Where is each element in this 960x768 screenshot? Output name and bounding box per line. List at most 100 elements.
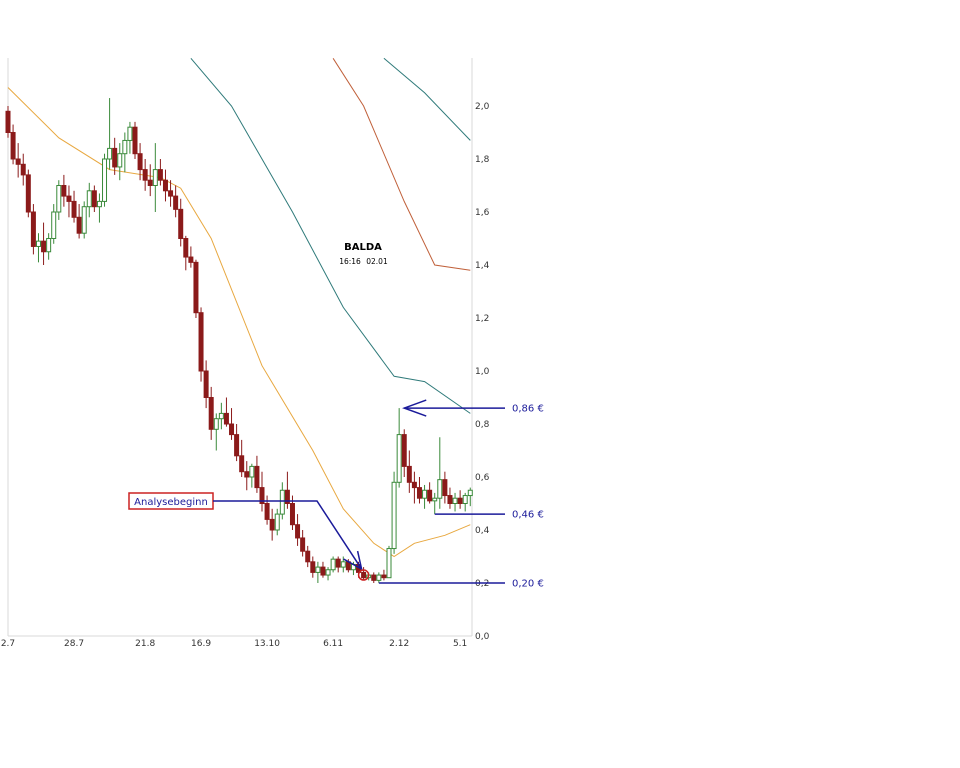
candle-up [122,139,128,155]
y-tick-label: 0,8 [475,420,490,430]
candle-down [76,216,82,234]
candle-down [157,169,163,181]
candle-down [132,126,138,155]
candle-up [396,434,402,483]
candle-up [452,497,458,505]
candle-up [437,479,443,499]
ma-slow-line [332,58,471,271]
y-tick-label: 0,6 [475,473,490,483]
candle-down [142,169,148,181]
candle-up [467,489,473,497]
candle-up [152,169,158,187]
chart-subtitle-time: 16:16 [339,257,361,266]
candle-down [41,240,47,253]
x-tick-label: 16.9 [191,639,211,649]
candle-down [198,312,204,372]
candle-up [391,481,397,550]
candle-down [447,495,453,504]
y-tick-label: 1,6 [475,208,490,218]
candle-down [320,566,326,576]
candle-down [401,434,407,467]
candle-down [289,503,295,526]
candle-down [310,561,316,573]
candle-down [208,397,214,430]
candle-down [381,574,387,579]
candle-down [15,158,21,165]
candle-down [30,211,36,247]
candle-down [223,412,229,425]
candle-down [178,208,184,240]
candle-up [422,489,428,499]
candle-down [137,153,143,171]
y-tick-label: 0,4 [475,526,490,536]
candle-up [51,211,57,239]
y-tick-label: 1,4 [475,261,490,271]
candles [5,98,473,583]
y-tick-label: 2,0 [475,102,490,112]
candle-up [96,200,102,208]
candle-down [71,200,77,218]
candle-up [340,561,346,568]
candle-down [173,195,179,210]
price-levels: 0,86 € 0,46 € 0,20 € [378,399,544,590]
candle-down [244,471,250,478]
x-tick-label: 2.7 [1,639,15,649]
candle-down [284,489,290,504]
candle-up [107,147,113,160]
candle-up [376,574,382,581]
x-tick-label: 6.11 [323,639,343,649]
candle-up [249,465,255,478]
candle-up [218,412,224,420]
candle-down [162,179,168,192]
candle-down [112,147,118,168]
spike-arrow-head [402,399,427,417]
candle-down [20,163,26,176]
candle-down [305,550,311,563]
y-tick-label: 1,2 [475,314,489,324]
chart-subtitle-date: 02.01 [366,257,388,266]
candle-down [193,261,199,314]
candle-up [279,489,285,515]
candle-up [81,206,87,234]
candle-up [35,240,41,247]
candle-down [406,465,412,483]
candle-up [386,548,392,579]
level-label: 0,86 € [512,404,544,415]
candle-up [56,185,62,213]
annotation-connector [213,500,363,570]
candle-down [335,558,341,568]
candle-down [259,487,265,505]
candle-down [361,571,367,579]
candle-up [432,497,438,502]
candle-down [234,434,240,457]
candle-down [239,455,245,473]
x-tick-label: 13.10 [254,639,280,649]
y-tick-label: 0,0 [475,632,490,642]
candle-up [117,153,123,168]
ma-fast-line [7,87,471,558]
candle-up [274,513,280,531]
candle-down [10,132,16,160]
level-label: 0,20 € [512,579,544,590]
y-tick-label: 1,8 [475,155,490,165]
candle-down [416,487,422,499]
x-tick-label: 28.7 [64,639,84,649]
x-tick-label: 2.12 [389,639,409,649]
candle-down [61,185,67,197]
candle-down [188,256,194,263]
annotation-arrow-head [343,550,363,571]
candle-down [66,195,72,202]
annotation-label: Analysebeginn [134,497,208,508]
candle-down [147,179,153,186]
candle-down [269,518,275,531]
candle-down [91,190,97,208]
ma-mid-line [190,57,471,414]
moving-averages [7,57,471,558]
candle-up [315,566,321,573]
chart-title: BALDA [344,242,382,253]
y-axis-ticks: 0,0 0,2 0,4 0,6 0,8 1,0 1,2 1,4 1,6 1,8 2,0 [475,102,490,642]
candle-up [213,418,219,430]
candle-up [462,495,468,504]
candle-down [427,489,433,502]
candle-up [46,238,52,253]
